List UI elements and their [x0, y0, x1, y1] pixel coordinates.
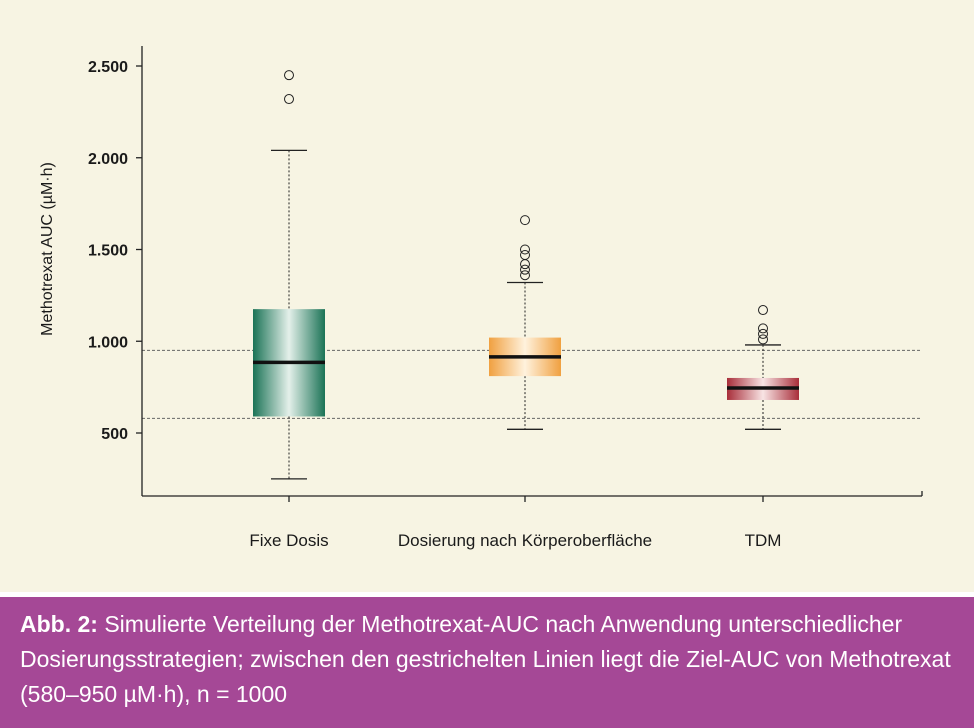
- caption-label: Abb. 2:: [20, 611, 98, 637]
- outlier-point: [520, 270, 530, 281]
- outlier-point: [758, 305, 768, 316]
- outlier-point: [520, 244, 530, 255]
- box-plot-chart: 500 1.000 1.500 2.000 2.500 Fixe Dosis Dosieru…: [39, 46, 923, 550]
- axes: 500 1.000 1.500 2.000 2.500 Fixe Dosis Dosieru…: [88, 46, 923, 550]
- plot-panel: 500 1.000 1.500 2.000 2.500 Fixe Dosis Dosieru…: [0, 0, 974, 592]
- outlier-point: [284, 94, 294, 105]
- y-tick-label: 1.500: [88, 243, 128, 260]
- outlier-point: [520, 215, 530, 226]
- y-axis-label: Methotrexat AUC (µM·h): [39, 162, 56, 336]
- caption-text: Simulierte Verteilung der Methotrexat-AU…: [20, 611, 951, 707]
- box-3: [727, 305, 799, 430]
- y-tick-label: 1.000: [88, 334, 128, 351]
- category-label: Fixe Dosis: [249, 531, 328, 550]
- outlier-point: [520, 250, 530, 261]
- y-tick-label: 500: [101, 426, 128, 443]
- outlier-point: [758, 334, 768, 345]
- category-label: Dosierung nach Körperoberfläche: [398, 531, 652, 550]
- outlier-point: [758, 328, 768, 339]
- outlier-point: [758, 323, 768, 334]
- category-label: TDM: [745, 531, 782, 550]
- outlier-point: [284, 70, 294, 81]
- y-tick-label: 2.000: [88, 151, 128, 168]
- outlier-point: [520, 259, 530, 270]
- outlier-point: [520, 264, 530, 275]
- box-2: [489, 215, 561, 430]
- boxes: [253, 70, 799, 480]
- box-1: [253, 70, 325, 480]
- y-tick-label: 2.500: [88, 59, 128, 76]
- figure-caption: Abb. 2: Simulierte Verteilung der Methot…: [0, 597, 974, 728]
